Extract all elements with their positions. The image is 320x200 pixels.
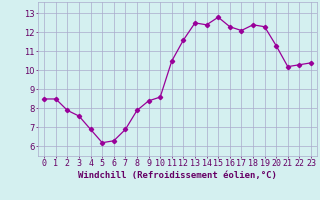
X-axis label: Windchill (Refroidissement éolien,°C): Windchill (Refroidissement éolien,°C) xyxy=(78,171,277,180)
